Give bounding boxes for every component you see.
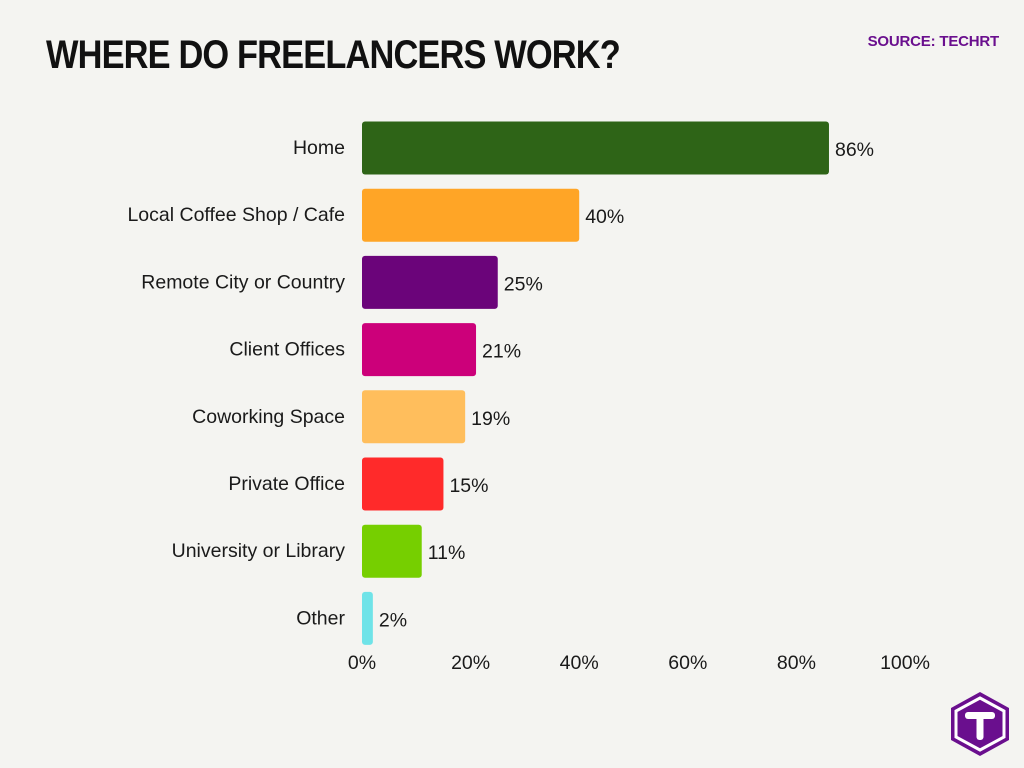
category-label: Local Coffee Shop / Cafe [127, 204, 345, 226]
category-label: Other [296, 607, 345, 629]
bar-0 [362, 121, 829, 175]
chart-title: WHERE DO FREELANCERS WORK? [46, 33, 621, 77]
x-tick-label: 60% [668, 652, 707, 674]
x-tick-label: 80% [777, 652, 816, 674]
bar-4 [362, 390, 466, 444]
category-label: Remote City or Country [141, 271, 345, 293]
techrt-logo-icon [951, 692, 1009, 756]
x-tick-label: 100% [880, 652, 930, 674]
value-label: 11% [428, 542, 466, 564]
bar-2 [362, 255, 498, 309]
value-label: 25% [504, 273, 543, 295]
bar-5 [362, 457, 444, 511]
category-label: Coworking Space [192, 406, 345, 428]
x-tick-label: 40% [560, 652, 599, 674]
source-label: SOURCE: TECHRT [867, 33, 1000, 50]
bar-1 [362, 188, 580, 242]
value-label: 40% [585, 206, 624, 228]
value-label: 21% [482, 341, 521, 363]
category-label: Home [293, 137, 345, 159]
value-label: 2% [379, 609, 407, 631]
category-label: Client Offices [229, 339, 345, 361]
bar-6 [362, 524, 422, 578]
value-label: 19% [471, 408, 510, 430]
x-tick-label: 0% [348, 652, 376, 674]
bar-7 [362, 591, 373, 645]
value-label: 86% [835, 139, 874, 161]
bar-3 [362, 323, 477, 377]
category-label: University or Library [172, 540, 346, 562]
category-label: Private Office [228, 473, 345, 495]
x-tick-label: 20% [451, 652, 490, 674]
bar-chart: Home 86% Local Coffee Shop / Cafe 40% Remote… [127, 121, 930, 674]
value-label: 15% [449, 475, 488, 497]
